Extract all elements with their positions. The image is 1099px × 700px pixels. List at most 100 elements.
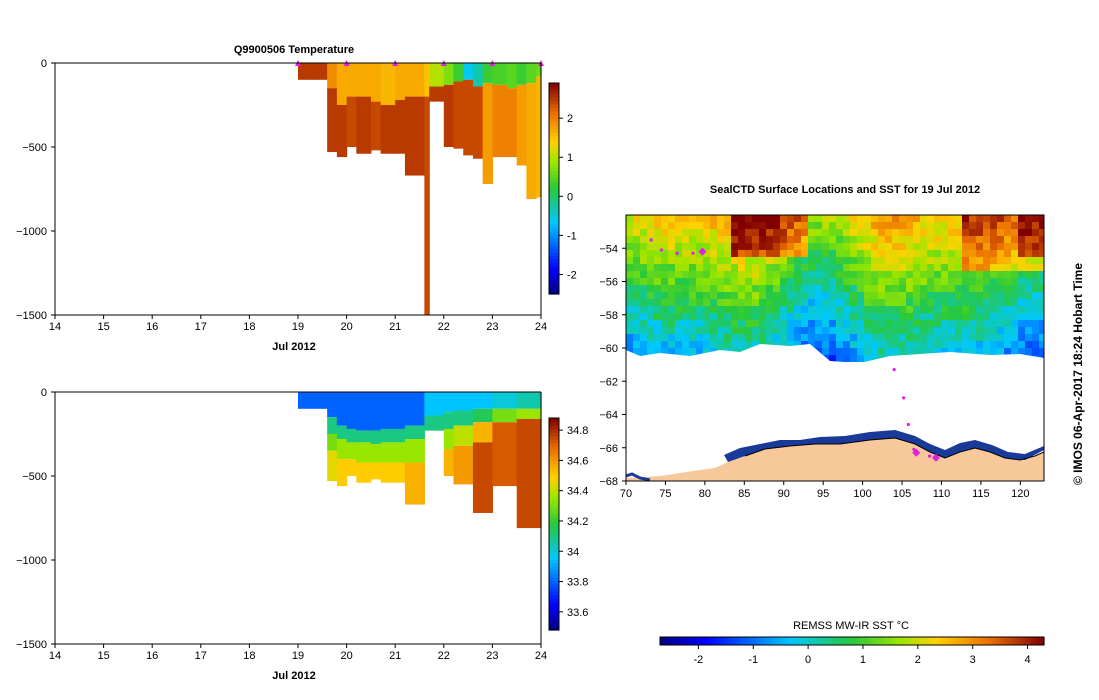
colorbar-step	[986, 637, 992, 645]
sst-cell	[983, 292, 991, 300]
sst-cell	[787, 292, 795, 300]
sst-cell	[752, 292, 760, 300]
sst-cell	[640, 250, 648, 258]
sst-cell	[857, 264, 865, 272]
sst-cell	[745, 278, 753, 286]
lon-tick-label: 100	[853, 488, 871, 500]
sst-cell	[864, 236, 872, 244]
sst-cell	[871, 222, 879, 230]
colorbar-step	[549, 111, 559, 116]
track-point	[906, 422, 910, 427]
sst-cell	[647, 334, 655, 342]
sst-cell	[934, 250, 942, 258]
sst-cell	[1025, 341, 1033, 349]
sst-cell	[703, 243, 711, 251]
sst-cell	[766, 215, 774, 223]
profile-cell	[327, 63, 338, 89]
sst-cell	[983, 299, 991, 307]
sst-cell	[913, 327, 921, 335]
colorbar-step	[1029, 637, 1035, 645]
sst-cell	[724, 222, 732, 230]
sst-cell	[794, 264, 802, 272]
sst-cell	[724, 320, 732, 328]
profile-cell	[453, 81, 464, 149]
sst-cell	[696, 278, 704, 286]
sst-cell	[857, 278, 865, 286]
sst-cell	[780, 320, 788, 328]
colorbar-step	[549, 139, 559, 144]
sst-cell	[934, 348, 942, 356]
colorbar-step	[549, 255, 559, 260]
sst-cell	[934, 215, 942, 223]
sst-cell	[752, 215, 760, 223]
sst-cell	[815, 271, 823, 279]
sst-cell	[948, 257, 956, 265]
sst-cell	[1025, 292, 1033, 300]
sst-cell	[640, 327, 648, 335]
colorbar-step	[669, 637, 675, 645]
sst-cell	[850, 236, 858, 244]
colorbar-step	[549, 598, 559, 603]
sst-cell	[731, 320, 739, 328]
sst-cell	[1004, 257, 1012, 265]
sst-cell	[780, 243, 788, 251]
colorbar-step	[549, 153, 559, 158]
sst-cell	[780, 271, 788, 279]
sst-cell	[745, 264, 753, 272]
sst-cell	[766, 327, 774, 335]
x-tick-label: 20	[340, 321, 352, 333]
sst-cell	[654, 250, 662, 258]
sst-cell	[885, 334, 893, 342]
sst-cell	[934, 285, 942, 293]
sst-cell	[990, 278, 998, 286]
sst-cell	[906, 327, 914, 335]
sst-cell	[745, 306, 753, 314]
sst-cell	[1018, 250, 1026, 258]
sst-cell	[780, 299, 788, 307]
sst-cell	[759, 306, 767, 314]
sst-cell	[955, 236, 963, 244]
sst-cell	[1025, 250, 1033, 258]
colorbar-step	[948, 637, 954, 645]
sst-cell	[906, 292, 914, 300]
sst-cell	[857, 313, 865, 321]
profile-cell	[472, 422, 493, 443]
sst-cell	[633, 306, 641, 314]
sst-cell	[640, 299, 648, 307]
map-longitude-axis: 70 75 80 85 90 95 100 105 110 115 120	[620, 481, 1030, 500]
sst-cell	[906, 264, 914, 272]
sst-cell	[626, 334, 634, 342]
sst-cell	[899, 320, 907, 328]
track-point	[892, 368, 896, 372]
sst-cell	[997, 229, 1005, 237]
sst-cell	[822, 257, 830, 265]
sst-cell	[962, 348, 970, 356]
sst-cell	[654, 285, 662, 293]
sst-cell	[780, 278, 788, 286]
sst-cell	[647, 285, 655, 293]
profile-cell	[356, 63, 372, 97]
sst-cell	[731, 243, 739, 251]
colorbar-step	[549, 502, 559, 507]
sst-cell	[773, 215, 781, 223]
sst-cell	[857, 271, 865, 279]
sst-cell	[864, 222, 872, 230]
sst-cell	[990, 257, 998, 265]
sst-cell	[843, 299, 851, 307]
sst-cell	[920, 313, 928, 321]
sst-cell	[710, 334, 718, 342]
sst-cell	[675, 285, 683, 293]
sst-cell	[948, 222, 956, 230]
sst-cell	[948, 320, 956, 328]
sst-cell	[850, 222, 858, 230]
sst-cell	[689, 320, 697, 328]
sst-cell	[906, 285, 914, 293]
sst-cell	[983, 334, 991, 342]
profile-cell	[443, 449, 455, 476]
sst-cell	[710, 327, 718, 335]
sst-cell	[745, 250, 753, 258]
sst-cell	[787, 320, 795, 328]
sst-cell	[787, 264, 795, 272]
sst-cell	[710, 236, 718, 244]
colorbar-step	[837, 637, 843, 645]
